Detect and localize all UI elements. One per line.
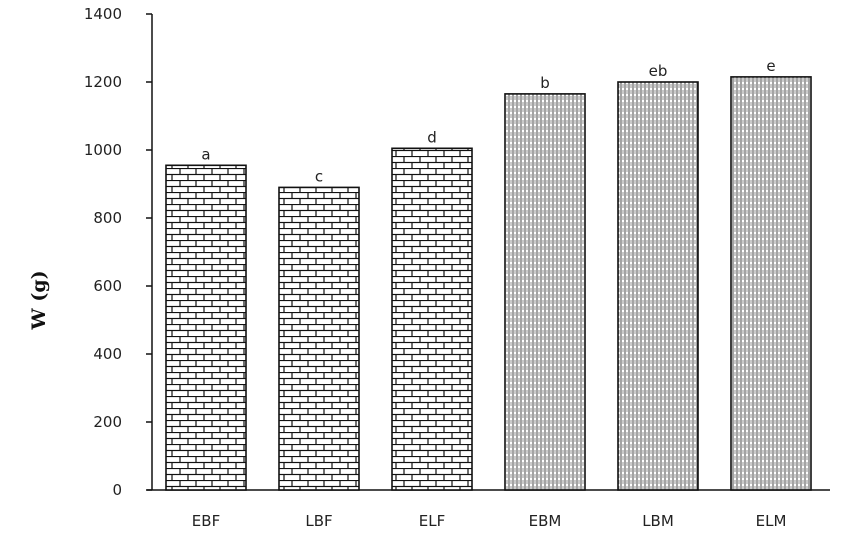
bars-group [165,76,812,491]
significance-label-ebm: b [540,74,550,92]
significance-label-lbm: eb [649,62,668,80]
y-axis-title: W (g) [28,270,50,330]
x-category-label-elf: ELF [419,512,445,530]
x-axis-category-labels: EBF LBF ELF EBM LBM ELM [192,512,787,530]
bar-elf [391,147,473,491]
bar-ebm [504,93,586,491]
significance-labels: a c d b eb e [201,57,775,185]
bar-lbm [617,81,699,491]
bar-lbf [278,186,360,491]
y-tick-label: 1000 [84,141,122,159]
y-tick-label: 0 [112,481,122,499]
y-axis-ticks: 0 200 400 600 800 1000 1200 1400 [84,5,152,499]
significance-label-ebf: a [201,145,210,163]
y-tick-label: 1200 [84,73,122,91]
significance-label-elf: d [427,128,437,146]
x-category-label-ebf: EBF [192,512,220,530]
x-category-label-elm: ELM [756,512,787,530]
x-category-label-lbm: LBM [642,512,674,530]
y-tick-label: 800 [93,209,122,227]
y-tick-label: 400 [93,345,122,363]
y-tick-label: 200 [93,413,122,431]
significance-label-elm: e [766,57,775,75]
x-category-label-ebm: EBM [529,512,562,530]
bar-elm [730,76,812,491]
x-category-label-lbf: LBF [305,512,332,530]
significance-label-lbf: c [315,167,323,185]
y-tick-label: 1400 [84,5,122,23]
bar-ebf [165,164,247,491]
y-tick-label: 600 [93,277,122,295]
